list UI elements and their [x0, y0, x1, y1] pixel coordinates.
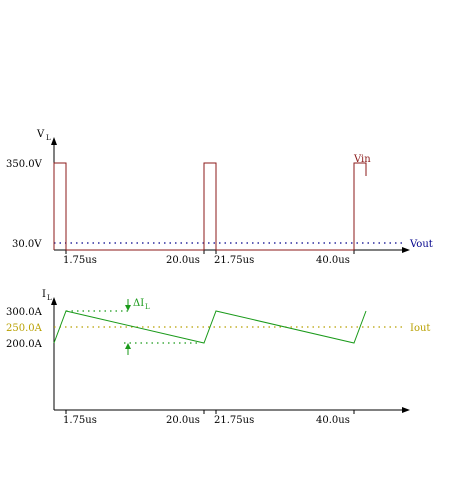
- current-x-axis-arrow: [402, 407, 410, 413]
- current-tick-200: 200.0A: [6, 339, 43, 350]
- voltage-x-tick-1.75us: 1.75us: [63, 255, 97, 266]
- delta-il-subscript: L: [145, 303, 150, 311]
- voltage-panel: V L 350.0V 30.0V 1.75us 20.0us 21.75us 4…: [6, 129, 433, 266]
- current-panel: I L 300.0A 250.0A 200.0A 1.75us 20.0us 2…: [6, 289, 430, 426]
- voltage-y-axis-subscript: L: [46, 134, 51, 142]
- current-tick-300: 300.0A: [6, 307, 43, 318]
- current-x-tick-20us: 20.0us: [166, 415, 200, 426]
- vout-label: Vout: [409, 239, 433, 250]
- iout-label: Iout: [410, 323, 430, 334]
- voltage-x-tick-21.75us: 21.75us: [214, 255, 254, 266]
- voltage-x-tick-20us: 20.0us: [166, 255, 200, 266]
- inductor-current-waveform: [53, 310, 367, 344]
- current-y-axis-subscript: L: [47, 294, 52, 302]
- current-y-axis-label: I: [42, 289, 46, 300]
- voltage-y-axis-arrow: [51, 137, 57, 145]
- current-x-tick-21.75us: 21.75us: [214, 415, 254, 426]
- voltage-y-axis-label: V: [36, 129, 45, 140]
- vin-waveform: [53, 162, 367, 251]
- current-tick-250: 250.0A: [6, 323, 43, 334]
- vin-label: Vin: [353, 154, 371, 165]
- voltage-tick-30: 30.0V: [12, 239, 42, 250]
- current-x-tick-1.75us: 1.75us: [63, 415, 97, 426]
- delta-arrowhead-up: [125, 343, 131, 349]
- delta-il-label: ΔI: [133, 298, 144, 309]
- delta-arrowhead-down: [125, 305, 131, 311]
- current-y-axis-arrow: [51, 297, 57, 305]
- voltage-tick-350: 350.0V: [6, 159, 43, 170]
- current-x-tick-40us: 40.0us: [316, 415, 350, 426]
- voltage-x-tick-40us: 40.0us: [316, 255, 350, 266]
- voltage-x-axis-arrow: [402, 247, 410, 253]
